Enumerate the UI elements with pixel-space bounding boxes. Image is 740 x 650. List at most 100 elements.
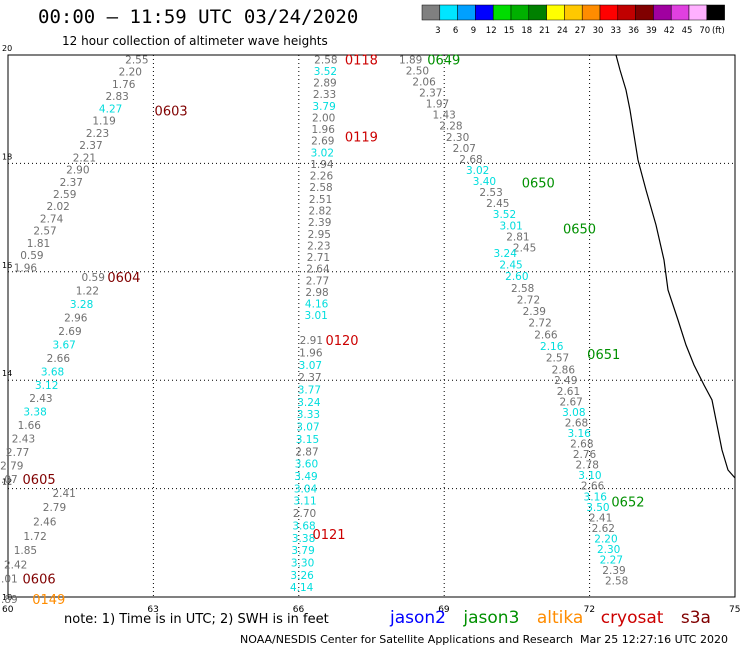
wave-value: 2.23 bbox=[307, 240, 330, 252]
colorbar-label-3: 12 bbox=[486, 26, 497, 36]
track-7: 2.911.963.072.373.773.243.333.073.152.87… bbox=[290, 334, 359, 594]
track-4: 2.89 0606 bbox=[0, 573, 56, 607]
wave-value: 2.68 bbox=[459, 154, 482, 166]
colorbar-label-10: 33 bbox=[610, 26, 621, 36]
wave-value: 2.77 bbox=[306, 275, 329, 287]
wave-value: 3.16 bbox=[567, 428, 591, 440]
wave-value: 0.59 bbox=[82, 272, 105, 284]
colorbar-label-5: 18 bbox=[521, 26, 532, 36]
wave-value: 2.68 bbox=[565, 417, 588, 429]
wave-value: 2.43 bbox=[12, 434, 35, 446]
wave-value: 2.66 bbox=[47, 353, 71, 365]
wave-value: 2.49 bbox=[554, 375, 577, 387]
wave-value: 2.39 bbox=[602, 565, 625, 577]
wave-value: 1.85 bbox=[14, 545, 37, 557]
wave-value: 3.24 bbox=[494, 248, 518, 260]
wave-value: 2.66 bbox=[534, 329, 558, 341]
track-5: 2.583.522.892.333.792.001.962.693.021.94… bbox=[304, 53, 377, 322]
wave-value: 2.45 bbox=[499, 259, 522, 271]
lat-tick-16: 16 bbox=[2, 261, 12, 270]
wave-value: 3.79 bbox=[312, 101, 335, 113]
wave-value: 1.72 bbox=[23, 531, 46, 543]
wave-value: 2.55 bbox=[125, 54, 148, 66]
wave-value: 2.74 bbox=[40, 213, 64, 225]
track-10: 1.892.502.062.371.971.432.282.302.072.68… bbox=[399, 53, 536, 254]
wave-value: 2.70 bbox=[293, 508, 316, 520]
satellite-legend: jason2 jason3 altika cryosat s3a bbox=[390, 608, 723, 628]
colorbar-label-7: 24 bbox=[557, 26, 568, 36]
colorbar-label-12: 39 bbox=[646, 26, 657, 36]
track-6: 0119 bbox=[345, 130, 378, 145]
pass-label: 0650 bbox=[563, 222, 596, 237]
colorbar-unit: (ft) bbox=[712, 26, 725, 36]
legend-jason2: jason2 bbox=[390, 608, 446, 628]
wave-value: 2.42 bbox=[4, 559, 27, 571]
wave-value: 2.71 bbox=[307, 252, 330, 264]
wave-value: 1.94 bbox=[310, 159, 334, 171]
lon-tick-72: 72 bbox=[584, 605, 595, 615]
wave-value: 1.22 bbox=[76, 286, 99, 298]
wave-value: 3.67 bbox=[52, 339, 75, 351]
wave-value: 2.68 bbox=[570, 439, 593, 451]
wave-value: 2.58 bbox=[309, 182, 332, 194]
wave-value: 2.01 bbox=[0, 574, 18, 586]
wave-value: 2.77 bbox=[6, 447, 29, 459]
wave-value: 2.98 bbox=[305, 287, 328, 299]
wave-value: 2.30 bbox=[597, 544, 620, 556]
wave-value: 2.87 bbox=[295, 446, 318, 458]
pass-label: 0604 bbox=[107, 271, 140, 286]
wave-value: 3.07 bbox=[296, 422, 319, 434]
wave-value: 2.62 bbox=[592, 523, 615, 535]
wave-value: 2.66 bbox=[581, 481, 605, 493]
pass-label: 0118 bbox=[345, 53, 378, 68]
wave-value: 2.37 bbox=[60, 177, 83, 189]
pass-label: 0603 bbox=[155, 104, 188, 119]
wave-value: 2.53 bbox=[479, 187, 502, 199]
lon-tick-60: 60 bbox=[2, 605, 14, 615]
wave-value: 3.28 bbox=[70, 299, 93, 311]
wave-value: 3.15 bbox=[296, 434, 319, 446]
page-subtitle: 12 hour collection of altimeter wave hei… bbox=[62, 34, 328, 48]
wave-value: 3.11 bbox=[293, 496, 316, 508]
lon-tick-66: 66 bbox=[293, 605, 305, 615]
wave-value: 2.50 bbox=[406, 65, 429, 77]
wave-value: 2.16 bbox=[540, 341, 564, 353]
wave-value: 2.33 bbox=[313, 89, 336, 101]
wave-value: 4.14 bbox=[290, 582, 314, 594]
wave-value: 3.68 bbox=[292, 520, 315, 532]
credit-line: NOAA/NESDIS Center for Satellite Applica… bbox=[240, 633, 574, 646]
wave-value: 2.82 bbox=[308, 206, 331, 218]
wave-value: 2.46 bbox=[33, 516, 57, 528]
wave-value: 2.78 bbox=[576, 460, 599, 472]
wave-value: 4.27 bbox=[99, 103, 122, 115]
wave-value: 2.20 bbox=[119, 67, 142, 79]
wave-value: 2.79 bbox=[0, 460, 23, 472]
wave-value: 3.79 bbox=[291, 545, 314, 557]
pass-label: 0121 bbox=[312, 528, 345, 543]
wave-value: 3.52 bbox=[493, 209, 516, 221]
wave-value: 1.19 bbox=[92, 116, 115, 128]
footer-note: note: 1) Time is in UTC; 2) SWH is in fe… bbox=[64, 612, 329, 627]
wave-value: 2.39 bbox=[523, 306, 546, 318]
colorbar-label-2: 9 bbox=[471, 26, 476, 36]
wave-value: 3.08 bbox=[562, 407, 585, 419]
wave-value: 1.96 bbox=[312, 124, 336, 136]
wave-value: 2.72 bbox=[517, 294, 540, 306]
lat-tick-20: 20 bbox=[2, 44, 12, 53]
wave-value: 3.12 bbox=[35, 380, 58, 392]
wave-value: 2.06 bbox=[412, 76, 436, 88]
wave-value: 3.38 bbox=[23, 407, 46, 419]
wave-value: 3.02 bbox=[466, 165, 489, 177]
wave-value: 3.60 bbox=[295, 459, 318, 471]
wave-value: 2.59 bbox=[53, 189, 76, 201]
pass-label: 0119 bbox=[345, 130, 378, 145]
colorbar-label-15: 70 bbox=[699, 26, 710, 36]
track-8: 0121 bbox=[312, 528, 345, 543]
wave-value: 3.26 bbox=[290, 570, 314, 582]
wave-value: 2.76 bbox=[573, 449, 597, 461]
wave-value: 2.45 bbox=[486, 198, 509, 210]
wave-value: 2.67 bbox=[559, 396, 582, 408]
wave-value: 2.60 bbox=[505, 271, 528, 283]
wave-value: 2.41 bbox=[589, 512, 612, 524]
